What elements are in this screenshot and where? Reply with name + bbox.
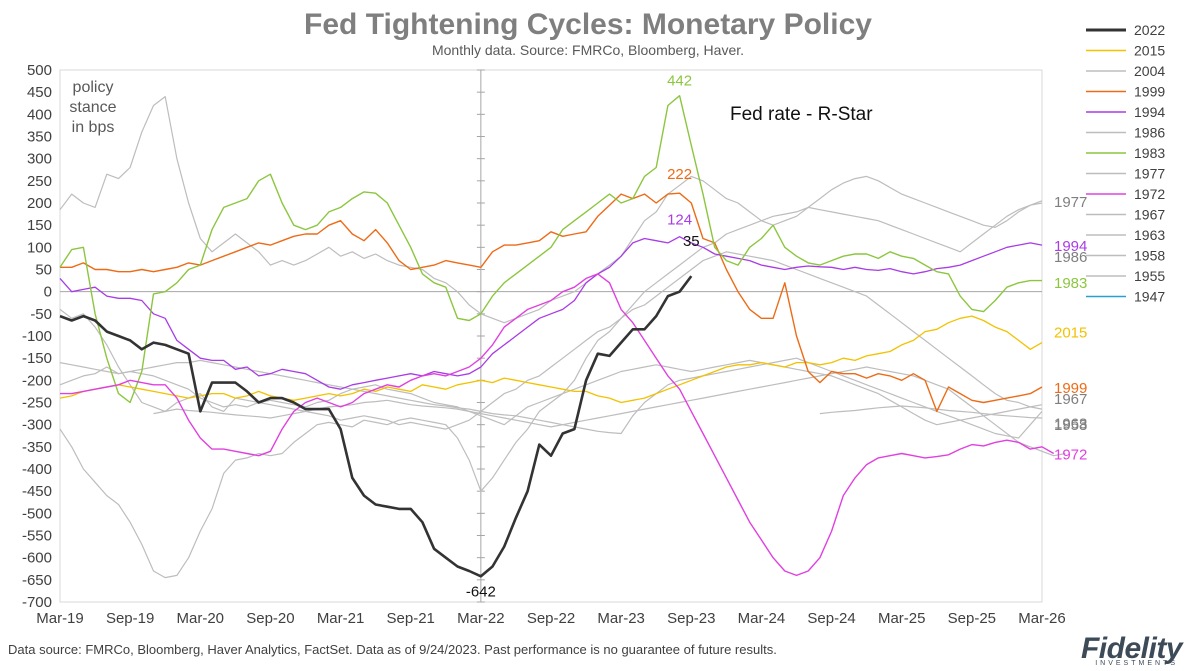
x-tick-label: Mar-25 — [878, 610, 926, 627]
x-tick-label: Mar-21 — [317, 610, 365, 627]
x-tick-label: Mar-23 — [597, 610, 645, 627]
x-tick-label: Mar-24 — [738, 610, 786, 627]
y-tick-label: -450 — [22, 483, 52, 500]
end-label-1977: 1977 — [1054, 194, 1087, 211]
x-tick-label: Sep-25 — [948, 610, 996, 627]
x-tick-label: Sep-23 — [667, 610, 715, 627]
series-line-1994 — [59, 236, 1043, 390]
y-tick-label: -200 — [22, 372, 52, 389]
y-tick-label: 400 — [27, 106, 52, 123]
legend-label-1999: 1999 — [1134, 84, 1165, 100]
end-label-1963: 1963 — [1054, 415, 1087, 432]
chart-title: Fed Tightening Cycles: Monetary Policy — [304, 8, 872, 41]
legend-label-1983: 1983 — [1134, 145, 1165, 161]
x-tick-label: Sep-19 — [106, 610, 154, 627]
x-tick-label: Mar-26 — [1018, 610, 1066, 627]
data-label: -642 — [466, 583, 496, 600]
chart: Fed Tightening Cycles: Monetary Policy M… — [22, 8, 1165, 627]
x-tick-label: Sep-20 — [246, 610, 294, 627]
y-tick-label: -300 — [22, 417, 52, 434]
y-tick-label: -100 — [22, 328, 52, 345]
y-axis-label: stance — [69, 99, 116, 116]
data-source-footer: Data source: FMRCo, Bloomberg, Haver Ana… — [8, 642, 777, 657]
legend-label-1967: 1967 — [1134, 207, 1165, 223]
end-label-2015: 2015 — [1054, 325, 1087, 342]
x-tick-label: Mar-20 — [177, 610, 225, 627]
legend-label-1994: 1994 — [1134, 104, 1165, 120]
series-line-1963 — [59, 357, 1043, 439]
fidelity-logo-sub: INVESTMENTS — [1095, 660, 1178, 667]
y-tick-label: -550 — [22, 528, 52, 545]
series-line-2004 — [59, 95, 1043, 324]
legend-label-1977: 1977 — [1134, 166, 1165, 182]
y-tick-label: -50 — [30, 306, 52, 323]
series-lines — [59, 94, 1066, 579]
legend-label-1958: 1958 — [1134, 248, 1165, 264]
y-tick-label: 500 — [27, 62, 52, 79]
y-axis-label: in bps — [72, 119, 115, 136]
series-line-1977 — [59, 200, 1043, 579]
data-label: 35 — [683, 233, 700, 250]
legend: 2022 2015 2004 1999 1994 1986 1983 1977 1972 1967… — [1086, 22, 1165, 305]
y-tick-label: -250 — [22, 395, 52, 412]
y-tick-label: -650 — [22, 572, 52, 589]
y-tick-label: -600 — [22, 550, 52, 567]
legend-label-1963: 1963 — [1134, 227, 1165, 243]
end-label-1986: 1986 — [1054, 249, 1087, 266]
y-tick-label: -500 — [22, 505, 52, 522]
series-line-2015 — [59, 315, 1043, 404]
chart-subtitle: Monthly data. Source: FMRCo, Bloomberg, … — [432, 42, 744, 58]
end-label-1958: 1958 — [1054, 417, 1087, 434]
legend-label-1986: 1986 — [1134, 125, 1165, 141]
legend-label-2022: 2022 — [1134, 22, 1165, 38]
chart-annotation: Fed rate - R-Star — [730, 104, 873, 125]
y-tick-label: 100 — [27, 239, 52, 256]
data-labels: 44222212435-6421977199419861983201519991… — [466, 73, 1088, 601]
end-label-1994: 1994 — [1054, 238, 1087, 255]
series-line-1967 — [59, 251, 1043, 430]
series-line-1958 — [819, 405, 1043, 419]
plot-frame — [59, 69, 1043, 603]
y-axis-label: policy — [73, 79, 114, 96]
series-line-1955 — [153, 366, 1066, 457]
x-tick-label: Sep-24 — [807, 610, 855, 627]
series-line-1986 — [59, 359, 1043, 426]
legend-label-2015: 2015 — [1134, 43, 1165, 59]
x-tick-label: Mar-19 — [36, 610, 84, 627]
series-line-1972 — [60, 273, 1055, 577]
y-tick-label: 300 — [27, 151, 52, 168]
end-label-1983: 1983 — [1054, 275, 1087, 292]
y-tick-label: 250 — [27, 173, 52, 190]
y-tick-label: -350 — [22, 439, 52, 456]
y-tick-label: 50 — [35, 262, 52, 279]
data-label: 442 — [667, 73, 692, 90]
end-label-1999: 1999 — [1054, 380, 1087, 397]
legend-label-1955: 1955 — [1134, 268, 1165, 284]
end-label-1967: 1967 — [1054, 391, 1087, 408]
series-line-1999 — [60, 192, 1043, 413]
legend-label-1947: 1947 — [1134, 289, 1165, 305]
axes: 500450400350300250200150100500-50-100-15… — [22, 62, 1066, 627]
x-tick-label: Mar-22 — [457, 610, 505, 627]
x-tick-label: Sep-22 — [527, 610, 575, 627]
y-tick-label: -700 — [22, 594, 52, 611]
y-tick-label: -150 — [22, 350, 52, 367]
y-tick-label: 450 — [27, 84, 52, 101]
series-line-2022 — [59, 275, 693, 578]
y-tick-label: 0 — [44, 284, 52, 301]
data-label: 222 — [667, 166, 692, 183]
fidelity-logo: Fidelity — [1080, 632, 1183, 665]
legend-label-2004: 2004 — [1134, 63, 1165, 79]
y-tick-label: 350 — [27, 129, 52, 146]
y-tick-label: 200 — [27, 195, 52, 212]
series-line-1983 — [59, 94, 1042, 404]
data-label: 124 — [667, 212, 692, 229]
x-tick-label: Sep-21 — [387, 610, 435, 627]
y-tick-label: 150 — [27, 217, 52, 234]
y-tick-label: -400 — [22, 461, 52, 478]
end-label-1972: 1972 — [1054, 446, 1087, 463]
legend-label-1972: 1972 — [1134, 186, 1165, 202]
